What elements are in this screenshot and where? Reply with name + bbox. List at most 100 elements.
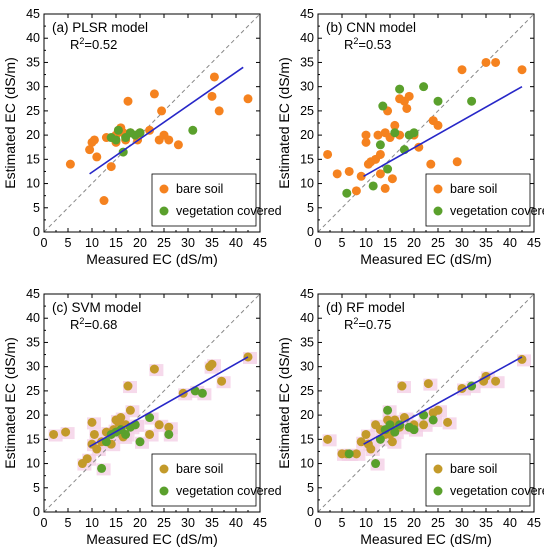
- y-tick-label: 40: [26, 311, 40, 325]
- data-point: [402, 103, 412, 113]
- data-point: [145, 413, 155, 423]
- legend: bare soil vegetation covered: [151, 173, 282, 227]
- r-squared-prefix: R: [344, 317, 353, 332]
- legend-marker-vegetation: [433, 486, 443, 496]
- r-squared-value: =0.53: [358, 37, 391, 52]
- data-point: [164, 135, 174, 145]
- chart-panel-3: 0 5 10 15 20 25 30 35 40 45 0 5 10 15 20 25 30 35 40 45 Meas…: [2, 287, 282, 547]
- r-squared-value: =0.68: [84, 317, 117, 332]
- x-tick-label: 25: [157, 236, 171, 250]
- data-point: [443, 417, 453, 427]
- y-tick-label: 30: [300, 80, 314, 94]
- data-point: [371, 459, 381, 469]
- x-tick-label: 30: [181, 516, 195, 530]
- data-point: [375, 169, 385, 179]
- legend-label-bare-soil: bare soil: [176, 182, 223, 196]
- x-tick-label: 25: [431, 236, 445, 250]
- data-point: [395, 84, 405, 94]
- data-point: [123, 96, 133, 106]
- panel-title: (b) CNN model: [326, 20, 416, 35]
- data-point: [92, 152, 102, 162]
- x-tick-label: 10: [359, 236, 373, 250]
- r-squared-label: R2=0.68: [70, 316, 117, 332]
- series-vegetation-covered: [344, 381, 477, 469]
- data-point: [85, 145, 95, 155]
- y-tick-label: 20: [300, 128, 314, 142]
- x-tick-label: 0: [41, 236, 48, 250]
- data-point: [135, 437, 145, 447]
- data-point: [409, 425, 419, 435]
- data-point: [323, 149, 333, 159]
- data-point: [423, 379, 433, 389]
- y-tick-label: 25: [26, 384, 40, 398]
- data-point: [378, 101, 388, 111]
- y-tick-label: 30: [300, 360, 314, 374]
- data-point: [390, 427, 400, 437]
- r-squared-value: =0.52: [84, 37, 117, 52]
- x-tick-label: 30: [455, 236, 469, 250]
- x-tick-label: 10: [85, 516, 99, 530]
- data-point: [361, 130, 371, 140]
- data-point: [351, 449, 361, 459]
- legend-label-vegetation: vegetation covered: [450, 484, 544, 498]
- legend-label-vegetation: vegetation covered: [176, 204, 282, 218]
- regression-line: [89, 66, 244, 175]
- data-point: [332, 169, 342, 179]
- x-tick-label: 10: [359, 516, 373, 530]
- y-tick-label: 10: [26, 177, 40, 191]
- y-tick-label: 20: [26, 408, 40, 422]
- y-axis-title: Estimated EC (dS/m): [2, 337, 18, 468]
- y-tick-label: 10: [300, 457, 314, 471]
- data-point: [361, 429, 371, 439]
- data-point: [397, 381, 407, 391]
- data-point: [375, 149, 385, 159]
- data-point: [387, 437, 397, 447]
- r-squared-superscript: 2: [353, 316, 358, 326]
- data-point: [383, 164, 393, 174]
- data-point: [49, 429, 59, 439]
- data-point: [149, 364, 159, 374]
- y-tick-label: 10: [26, 457, 40, 471]
- data-point: [380, 183, 390, 193]
- y-tick-label: 25: [26, 104, 40, 118]
- data-point: [106, 162, 116, 172]
- y-axis-title: Estimated EC (dS/m): [276, 337, 292, 468]
- x-tick-label: 5: [65, 516, 72, 530]
- regression-line: [89, 356, 249, 448]
- r-squared-prefix: R: [344, 37, 353, 52]
- r-squared-label: R2=0.52: [70, 36, 117, 52]
- data-point: [419, 82, 429, 92]
- data-point: [467, 96, 477, 106]
- r-squared-superscript: 2: [79, 316, 84, 326]
- x-tick-label: 5: [339, 236, 346, 250]
- data-point: [157, 106, 167, 116]
- data-point: [135, 128, 145, 138]
- legend-box: [151, 453, 257, 507]
- x-axis-title: Measured EC (dS/m): [360, 251, 491, 267]
- data-point: [217, 376, 227, 386]
- data-point: [366, 444, 376, 454]
- data-point: [433, 405, 443, 415]
- y-tick-label: 15: [300, 152, 314, 166]
- data-point: [101, 437, 111, 447]
- y-tick-label: 25: [300, 104, 314, 118]
- data-point: [116, 413, 126, 423]
- y-tick-label: 40: [300, 31, 314, 45]
- panel-title: (c) SVM model: [52, 300, 141, 315]
- x-tick-label: 20: [133, 516, 147, 530]
- y-tick-label: 15: [26, 152, 40, 166]
- x-tick-label: 15: [109, 516, 123, 530]
- x-tick-label: 10: [85, 236, 99, 250]
- legend-label-bare-soil: bare soil: [176, 462, 223, 476]
- y-tick-label: 5: [33, 481, 40, 495]
- data-point: [433, 96, 443, 106]
- data-point: [111, 135, 121, 145]
- chart-panel-2: 0 5 10 15 20 25 30 35 40 45 0 5 10 15 20 25 30 35 40 45 Meas…: [276, 7, 544, 267]
- y-tick-label: 15: [26, 432, 40, 446]
- legend-marker-vegetation: [159, 486, 169, 496]
- data-point: [164, 422, 174, 432]
- data-point: [356, 437, 366, 447]
- y-tick-label: 35: [300, 55, 314, 69]
- y-axis-title: Estimated EC (dS/m): [276, 57, 292, 188]
- data-point: [383, 405, 393, 415]
